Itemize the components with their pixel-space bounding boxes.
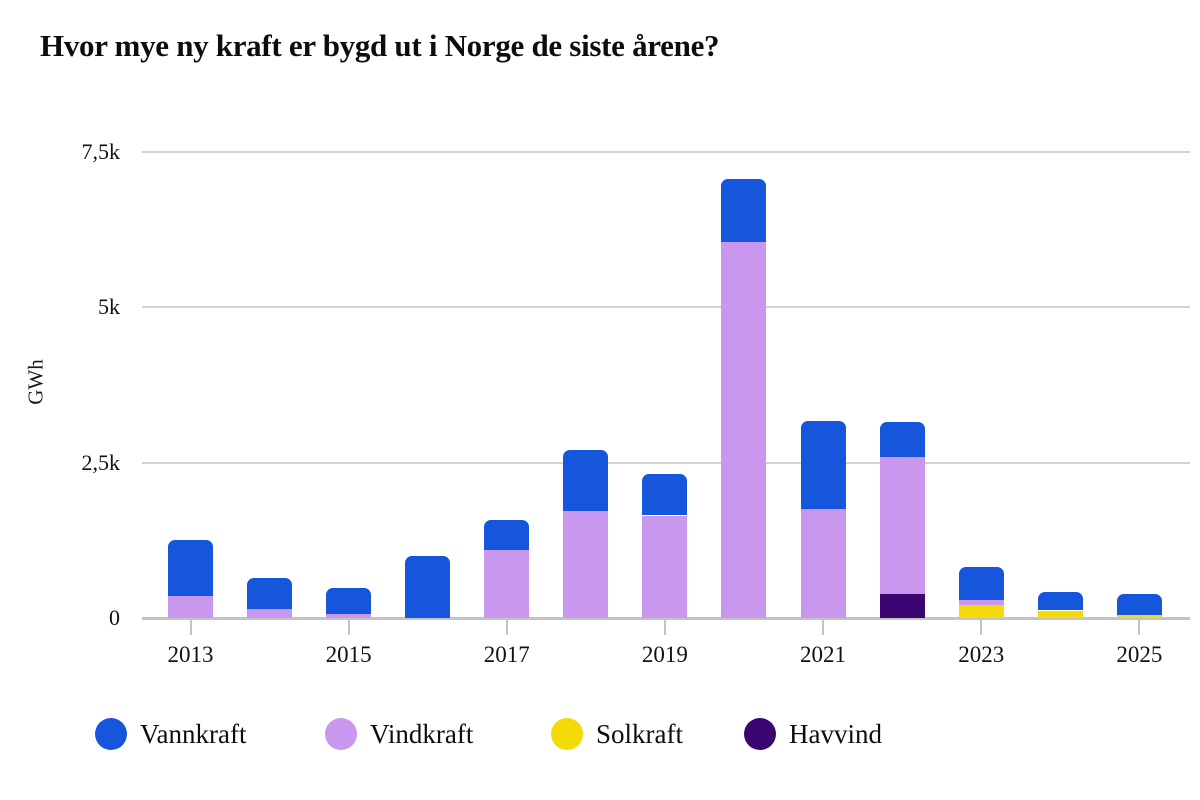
legend-label-vindkraft: Vindkraft (370, 718, 474, 749)
bar-2022-vannkraft[interactable] (879, 422, 925, 458)
bar-2019-vannkraft[interactable] (642, 473, 688, 516)
bar-2016-vannkraft[interactable] (405, 555, 451, 618)
x-tick-label-2019: 2019 (641, 642, 688, 667)
bar-2022-havvind[interactable] (879, 594, 925, 618)
bar-2018-vannkraft[interactable] (563, 449, 609, 512)
x-tick-2023 (980, 620, 983, 635)
legend-label-havvind: Havvind (789, 718, 882, 749)
x-tick-2015 (347, 620, 350, 635)
bar-2020-vindkraft[interactable] (721, 242, 767, 618)
legend-swatch-havvind (744, 718, 776, 750)
bar-2023-vindkraft[interactable] (958, 600, 1004, 605)
bar-2024-solkraft[interactable] (1037, 610, 1083, 618)
bar-2021-vindkraft[interactable] (800, 509, 846, 618)
bar-2017-vannkraft[interactable] (484, 519, 530, 550)
legend-swatch-vindkraft (325, 718, 357, 750)
gridline-2,5k (142, 461, 1190, 464)
legend-item-vindkraft[interactable]: Vindkraft (325, 716, 473, 752)
bar-2015-vindkraft[interactable] (326, 614, 372, 618)
legend-label-vannkraft: Vannkraft (140, 718, 247, 749)
bar-2023-solkraft[interactable] (958, 605, 1004, 618)
bar-2013-vindkraft[interactable] (168, 596, 213, 618)
y-tick-label-5k: 5k (98, 294, 120, 320)
bar-2023-vannkraft[interactable] (958, 567, 1004, 600)
y-axis-title: GWh (23, 359, 48, 405)
bar-2024-vannkraft[interactable] (1037, 591, 1083, 611)
x-tick-label-2015: 2015 (325, 642, 372, 667)
y-tick-label-0: 0 (109, 605, 120, 630)
legend-item-havvind[interactable]: Havvind (744, 716, 882, 752)
gridline-7,5k (142, 151, 1190, 153)
legend-swatch-solkraft (551, 718, 583, 750)
x-tick-label-2025: 2025 (1116, 642, 1163, 667)
x-tick-2013 (189, 620, 192, 635)
y-tick-label-7,5k: 7,5k (81, 139, 121, 164)
x-tick-label-2017: 2017 (483, 642, 530, 667)
bar-2018-vindkraft[interactable] (563, 511, 609, 618)
legend-swatch-vannkraft (95, 718, 127, 750)
chart-title: Hvor mye ny kraft er bygd ut i Norge de … (40, 28, 720, 63)
bar-2015-vannkraft[interactable] (326, 587, 372, 615)
legend-item-vannkraft[interactable]: Vannkraft (95, 716, 246, 752)
x-tick-label-2013: 2013 (167, 642, 214, 667)
x-axis-line (142, 617, 1190, 620)
x-tick-label-2021: 2021 (800, 642, 847, 667)
bar-2017-vindkraft[interactable] (484, 549, 530, 618)
x-tick-2019 (663, 620, 666, 635)
legend-item-solkraft[interactable]: Solkraft (551, 716, 683, 752)
bar-2013-vannkraft[interactable] (168, 540, 213, 597)
gridline-5k (142, 306, 1190, 309)
bar-2014-vindkraft[interactable] (247, 608, 293, 618)
x-tick-2017 (505, 620, 508, 635)
bar-2025-solkraft[interactable] (1116, 614, 1162, 618)
legend-label-solkraft: Solkraft (596, 718, 683, 749)
bar-2019-vindkraft[interactable] (642, 515, 688, 618)
x-tick-label-2023: 2023 (958, 642, 1005, 667)
y-tick-label-2,5k: 2,5k (81, 449, 121, 475)
bar-2021-vannkraft[interactable] (800, 421, 846, 510)
bar-2020-vannkraft[interactable] (721, 178, 767, 243)
bar-2014-vannkraft[interactable] (247, 577, 293, 609)
x-tick-2021 (822, 620, 825, 635)
bar-2025-vannkraft[interactable] (1116, 594, 1162, 615)
x-tick-2025 (1138, 620, 1141, 635)
bar-2022-vindkraft[interactable] (879, 457, 925, 595)
